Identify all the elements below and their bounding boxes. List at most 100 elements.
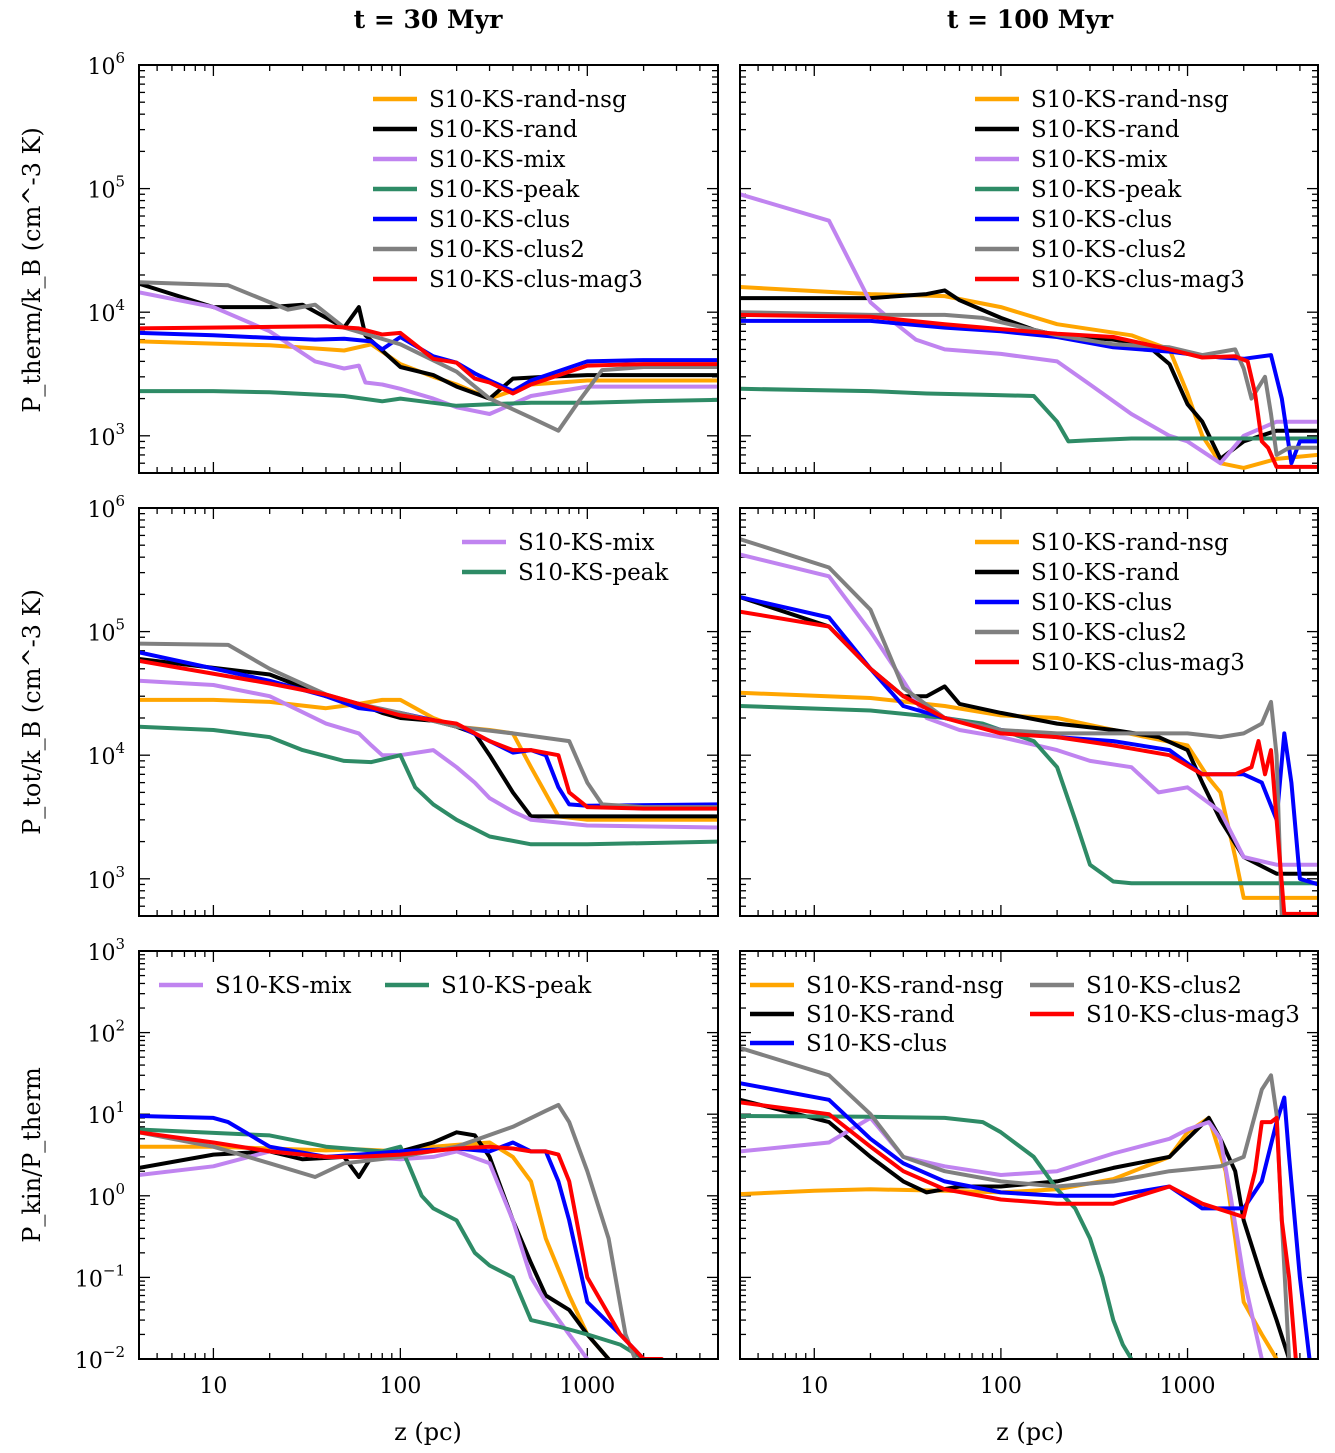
legend: S10-KS-rand-nsg S10-KS-rand S10-KS-clus S10… [975,530,1245,676]
series-line-S10-KS-mix [740,552,1318,867]
y-tick-label: 105 [87,173,125,204]
legend-label: S10-KS-clus [1031,207,1172,233]
y-tick-label: 106 [87,492,125,523]
legend-label: S10-KS-peak [518,560,669,586]
column-title-right: t = 100 Myr [947,5,1114,34]
y-tick-label: 102 [87,1017,125,1048]
y-tick-label: 105 [87,616,125,647]
y-tick-label: 106 [87,49,125,80]
legend: S10-KS-rand-nsg S10-KS-rand S10-KS-mix S10-… [373,87,643,293]
series-line-S10-KS-peak [740,386,1318,444]
series-line-S10-KS-clus2 [740,537,1318,916]
panel-therm-100: S10-KS-rand-nsg S10-KS-rand S10-KS-mix S10-… [739,64,1319,474]
x-axis-label-left: z (pc) [394,1418,462,1446]
legend: S10-KS-mix S10-KS-peak [159,973,592,999]
legend-label: S10-KS-mix [1031,147,1168,173]
legend-label: S10-KS-rand-nsg [1031,530,1229,556]
x-tick-label: 1000 [1160,1374,1216,1399]
series-line-S10-KS-clus-mag3 [139,324,718,396]
series-line-S10-KS-mix [740,1115,1264,1359]
y-axis-label-tot: P_tot/k_B (cm^-3 K) [18,589,46,835]
legend-label: S10-KS-rand-nsg [429,87,627,113]
legend: S10-KS-rand-nsg S10-KS-clus2 S10-KS-rand S1… [750,973,1300,1057]
series-line-S10-KS-peak [740,1114,1134,1359]
series-line-S10-KS-clus-mag3 [740,1100,1298,1359]
x-tick-label: 1000 [559,1374,615,1399]
y-tick-label: 100 [87,1180,125,1211]
legend-label: S10-KS-rand [1031,117,1180,143]
axes-frame [138,507,719,917]
axes-frame [739,64,1319,474]
series-line-S10-KS-rand-nsg [139,1140,611,1359]
y-tick-label: 104 [87,739,125,770]
series-line-S10-KS-rand [740,1097,1292,1359]
axes-frame [138,950,719,1360]
series-line-S10-KS-peak [139,389,718,408]
series-line-S10-KS-clus2 [139,641,718,810]
y-tick-label: 103 [87,420,125,451]
y-tick-label: 103 [87,863,125,894]
y-tick-label: 10−1 [75,1261,125,1292]
legend-label: S10-KS-clus [429,207,570,233]
series-line-S10-KS-clus-mag3 [740,609,1318,916]
legend-label: S10-KS-clus-mag3 [1031,650,1245,676]
series-line-S10-KS-clus-mag3 [139,658,718,811]
legend-label: S10-KS-clus-mag3 [429,267,643,293]
x-tick-label: 100 [379,1374,421,1399]
panel-tot-100: S10-KS-rand-nsg S10-KS-rand S10-KS-clus S10… [739,507,1319,917]
series-line-S10-KS-peak [139,724,718,847]
series-line-S10-KS-clus2 [139,1102,637,1359]
y-axis-label-kin: P_kin/P_therm [18,1067,46,1243]
axes-frame [739,950,1319,1360]
legend-label: S10-KS-clus2 [1086,973,1242,999]
series-line-S10-KS-clus [139,1114,646,1359]
legend-label: S10-KS-mix [429,147,566,173]
series-line-S10-KS-clus2 [740,310,1318,457]
y-tick-label: 10−2 [75,1343,125,1374]
series-line-S10-KS-rand [139,1130,611,1359]
y-axis-label-therm: P_therm/k_B (cm^-3 K) [18,127,46,413]
series-line-S10-KS-clus [740,1081,1312,1359]
legend-label: S10-KS-clus2 [1031,237,1187,263]
legend-label: S10-KS-clus [1031,590,1172,616]
legend-label: S10-KS-mix [518,530,655,556]
series-line-S10-KS-mix [139,1149,590,1359]
series-line-S10-KS-peak [139,1127,646,1359]
legend-label: S10-KS-mix [215,973,352,999]
legend-label: S10-KS-rand [806,1002,955,1028]
legend-label: S10-KS-rand-nsg [1031,87,1229,113]
series-line-S10-KS-rand-nsg [740,690,1318,900]
series-line-S10-KS-clus-mag3 [740,312,1318,469]
legend-label: S10-KS-peak [1031,177,1182,203]
series-line-S10-KS-clus-mag3 [139,1130,664,1359]
legend-label: S10-KS-clus-mag3 [1031,267,1245,293]
legend: S10-KS-mix S10-KS-peak [462,530,669,586]
y-tick-label: 101 [87,1098,125,1129]
series-line-S10-KS-clus2 [740,1045,1292,1359]
x-tick-label: 10 [800,1374,828,1399]
legend-label: S10-KS-peak [441,973,592,999]
x-tick-label: 10 [199,1374,227,1399]
legend-label: S10-KS-peak [429,177,580,203]
series-line-S10-KS-clus [740,595,1318,887]
legend-label: S10-KS-clus2 [429,237,585,263]
axes-frame [739,507,1319,917]
series-line-S10-KS-rand [139,657,718,819]
legend-label: S10-KS-rand [429,117,578,143]
legend-label: S10-KS-clus2 [1031,620,1187,646]
series-line-S10-KS-mix [139,678,718,830]
panel-tot-30: 103 104 105 106 S10-KS-mix S10-KS-peak [87,492,719,917]
y-tick-label: 104 [87,296,125,327]
panel-therm-30: 103104105106S10-KS-rand-nsgS10-KS-randS1… [87,49,719,474]
legend: S10-KS-rand-nsg S10-KS-rand S10-KS-mix S10-… [975,87,1245,293]
series-line-S10-KS-rand-nsg [740,1115,1279,1359]
y-tick-label: 103 [87,935,125,966]
series-line-S10-KS-clus2 [139,280,718,433]
legend-label: S10-KS-rand [1031,560,1180,586]
legend-label: S10-KS-clus [806,1031,947,1057]
column-title-left: t = 30 Myr [354,5,504,34]
x-tick-label: 100 [980,1374,1022,1399]
